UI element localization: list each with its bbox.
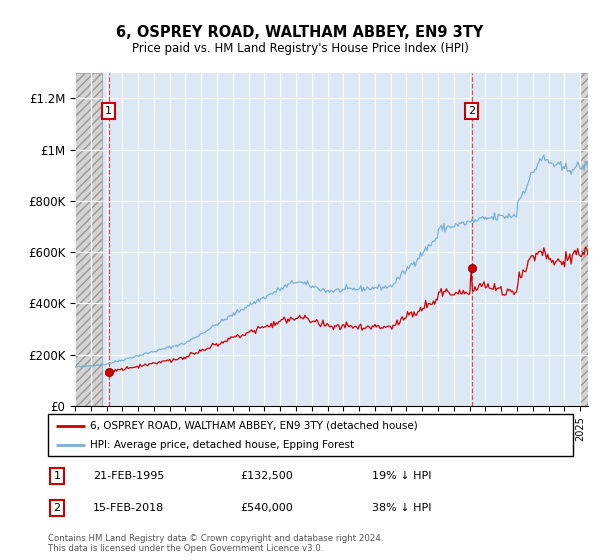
Text: £540,000: £540,000 — [240, 503, 293, 513]
Text: 6, OSPREY ROAD, WALTHAM ABBEY, EN9 3TY: 6, OSPREY ROAD, WALTHAM ABBEY, EN9 3TY — [116, 25, 484, 40]
Text: 19% ↓ HPI: 19% ↓ HPI — [372, 471, 431, 481]
FancyBboxPatch shape — [48, 414, 573, 456]
Text: Price paid vs. HM Land Registry's House Price Index (HPI): Price paid vs. HM Land Registry's House … — [131, 42, 469, 55]
Text: 15-FEB-2018: 15-FEB-2018 — [93, 503, 164, 513]
Text: 2: 2 — [53, 503, 61, 513]
Text: 1: 1 — [53, 471, 61, 481]
Bar — [580, 73, 588, 406]
Text: 21-FEB-1995: 21-FEB-1995 — [93, 471, 164, 481]
Text: HPI: Average price, detached house, Epping Forest: HPI: Average price, detached house, Eppi… — [90, 440, 354, 450]
Text: £132,500: £132,500 — [240, 471, 293, 481]
Text: 1: 1 — [105, 106, 112, 116]
Text: 38% ↓ HPI: 38% ↓ HPI — [372, 503, 431, 513]
Bar — [75, 73, 102, 406]
Text: Contains HM Land Registry data © Crown copyright and database right 2024.
This d: Contains HM Land Registry data © Crown c… — [48, 534, 383, 553]
Text: 6, OSPREY ROAD, WALTHAM ABBEY, EN9 3TY (detached house): 6, OSPREY ROAD, WALTHAM ABBEY, EN9 3TY (… — [90, 421, 418, 431]
Text: 2: 2 — [468, 106, 475, 116]
